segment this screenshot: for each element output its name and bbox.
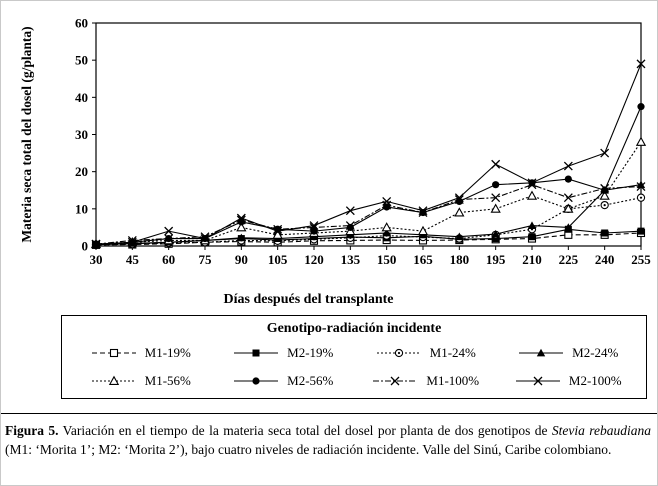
legend-title: Genotipo-radiación incidente	[266, 321, 442, 336]
svg-text:240: 240	[595, 252, 615, 267]
caption-segment: Variación en el tiempo de la materia sec…	[62, 423, 552, 438]
svg-text:195: 195	[486, 252, 506, 267]
legend-item: M2-24%	[498, 345, 639, 361]
caption-segment: (M1: ‘Morita 1’; M2: ‘Morita 2’), bajo c…	[5, 441, 612, 457]
svg-text:60: 60	[162, 252, 175, 267]
chart-area: 0 10 20 30 40 50 60 30 45 60 75 90 105 120 135 150 165 18…	[1, 1, 657, 313]
x-legend-marker-icon	[373, 376, 418, 386]
svg-text:150: 150	[377, 252, 397, 267]
svg-text:135: 135	[341, 252, 361, 267]
svg-text:10: 10	[75, 201, 88, 216]
legend-item-label: M2-19%	[287, 345, 334, 360]
legend-item-label: M1-100%	[426, 373, 480, 388]
circle-dot-legend-marker-icon	[376, 348, 421, 358]
legend-item-label: M2-100%	[568, 373, 622, 388]
caption-label: Figura 5.	[5, 423, 59, 438]
svg-text:45: 45	[126, 252, 140, 267]
svg-text:90: 90	[235, 252, 248, 267]
svg-text:210: 210	[522, 252, 542, 267]
legend-item-label: M1-19%	[144, 345, 191, 360]
legend-item-label: M1-56%	[144, 373, 191, 388]
legend-items: M1-19% M2-19% M1-24% M2-24% M1-56% M2-56% M1-1…	[70, 345, 638, 389]
caption-species-name: Stevia rebaudiana	[551, 423, 652, 438]
legend-item: M1-100%	[355, 373, 496, 389]
open-square-legend-marker-icon	[91, 348, 136, 358]
caption-text: Variación en el tiempo de la materia sec…	[5, 423, 651, 457]
legend-item-label: M2-24%	[572, 345, 619, 360]
line-chart: 0 10 20 30 40 50 60 30 45 60 75 90 105 120 135 150 165 18…	[19, 16, 651, 308]
legend-item: M2-19%	[213, 345, 354, 361]
chart-legend: Genotipo-radiación incidente M1-19% M2-19…	[61, 315, 647, 399]
legend-item: M2-56%	[213, 373, 354, 389]
filled-circle-legend-marker-icon	[234, 377, 279, 385]
svg-text:40: 40	[75, 90, 88, 105]
svg-text:180: 180	[450, 252, 470, 267]
filled-triangle-legend-marker-icon	[519, 348, 564, 357]
svg-text:255: 255	[631, 252, 651, 267]
legend-item: M1-24%	[355, 345, 496, 361]
figure-caption: Figura 5. Variación en el tiempo de la m…	[1, 413, 657, 460]
filled-square-legend-marker-icon	[234, 349, 279, 357]
legend-item: M1-56%	[70, 373, 211, 389]
legend-item: M1-19%	[70, 345, 211, 361]
legend-item-label: M1-24%	[429, 345, 476, 360]
svg-text:30: 30	[90, 252, 103, 267]
svg-text:165: 165	[413, 252, 433, 267]
svg-text:Días después del transplante: Días después del transplante	[224, 292, 394, 307]
svg-text:105: 105	[268, 252, 288, 267]
svg-text:50: 50	[75, 53, 88, 68]
svg-text:60: 60	[75, 16, 88, 31]
svg-text:75: 75	[199, 252, 213, 267]
legend-item-label: M2-56%	[287, 373, 334, 388]
x-legend-marker-icon	[515, 376, 560, 386]
svg-text:30: 30	[75, 127, 88, 142]
svg-text:0: 0	[82, 239, 89, 254]
svg-text:120: 120	[304, 252, 324, 267]
open-triangle-legend-marker-icon	[91, 375, 136, 385]
svg-text:20: 20	[75, 164, 88, 179]
svg-text:225: 225	[559, 252, 579, 267]
svg-text:Materia seca total del dosel (: Materia seca total del dosel (g/planta)	[19, 26, 34, 242]
legend-item: M2-100%	[498, 373, 639, 389]
